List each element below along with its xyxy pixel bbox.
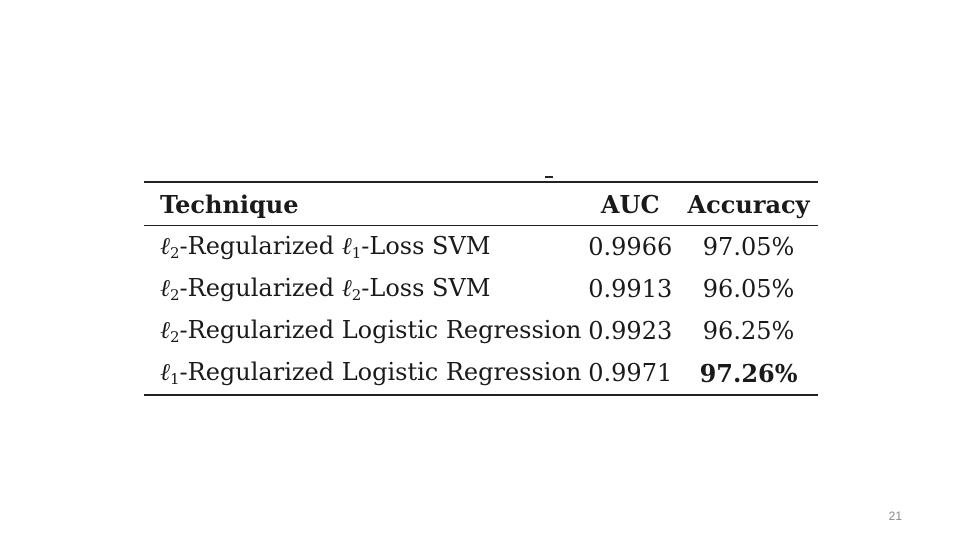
regularization-text: -Regularized Logistic Regression [179, 358, 582, 386]
loss-subscript: 1 [351, 244, 362, 262]
auc-cell: 0.9923 [588, 317, 673, 345]
loss-subscript: 2 [351, 286, 362, 304]
page-number: 21 [888, 509, 902, 523]
table-body: ℓ2-Regularized ℓ1-Loss SVM 0.9966 97.05%… [144, 226, 818, 396]
auc-cell: 0.9966 [588, 233, 673, 261]
auc-cell: 0.9971 [581, 352, 680, 396]
table-row: ℓ2-Regularized ℓ2-Loss SVM 0.9913 96.05% [144, 268, 818, 310]
regularization-subscript: 1 [170, 370, 180, 388]
accuracy-cell: 97.05% [702, 233, 795, 261]
accuracy-cell: 96.25% [702, 317, 795, 345]
table-row: ℓ1-Regularized Logistic Regression 0.997… [144, 352, 818, 396]
loss-text: -Loss SVM [361, 232, 491, 260]
regularization-symbol: ℓ [160, 316, 170, 344]
regularization-symbol: ℓ [160, 232, 170, 260]
table-row: ℓ2-Regularized Logistic Regression 0.992… [144, 310, 818, 352]
regularization-text: -Regularized Logistic Regression [179, 316, 582, 344]
table-row: ℓ2-Regularized ℓ1-Loss SVM 0.9966 97.05% [144, 226, 818, 269]
loss-symbol: ℓ [341, 274, 352, 302]
regularization-subscript: 2 [170, 328, 180, 346]
technique-cell: ℓ2-Regularized Logistic Regression [144, 310, 581, 352]
accuracy-cell-best: 97.26% [679, 352, 818, 396]
regularization-text: -Regularized [179, 232, 342, 260]
technique-cell: ℓ1-Regularized Logistic Regression [144, 352, 582, 396]
header-accuracy: Accuracy [679, 181, 818, 226]
table-header-row: Technique AUC Accuracy [144, 181, 818, 226]
loss-symbol: ℓ [341, 232, 352, 260]
regularization-text: -Regularized [179, 274, 342, 302]
technique-cell: ℓ2-Regularized ℓ2-Loss SVM [144, 268, 581, 310]
regularization-symbol: ℓ [160, 358, 170, 386]
auc-cell: 0.9913 [588, 275, 673, 303]
header-auc: AUC [581, 181, 680, 226]
loss-text: -Loss SVM [361, 274, 491, 302]
accuracy-cell: 96.05% [702, 275, 795, 303]
header-technique: Technique [144, 181, 582, 226]
regularization-symbol: ℓ [160, 274, 170, 302]
results-table: Technique AUC Accuracy ℓ2-Regularized ℓ1… [144, 181, 818, 396]
regularization-subscript: 2 [170, 286, 180, 304]
technique-cell: ℓ2-Regularized ℓ1-Loss SVM [144, 226, 581, 269]
regularization-subscript: 2 [170, 244, 180, 262]
stray-mark [545, 176, 553, 178]
